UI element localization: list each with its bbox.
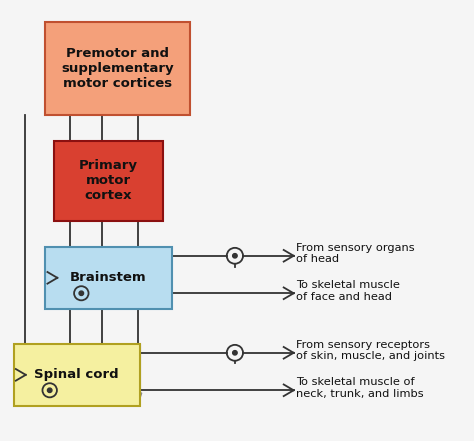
FancyBboxPatch shape	[54, 141, 163, 220]
FancyBboxPatch shape	[45, 247, 172, 309]
Circle shape	[233, 254, 237, 258]
Circle shape	[79, 291, 83, 295]
Text: From sensory receptors
of skin, muscle, and joints: From sensory receptors of skin, muscle, …	[296, 340, 445, 361]
Text: From sensory organs
of head: From sensory organs of head	[296, 243, 414, 264]
Polygon shape	[66, 296, 74, 308]
Text: Premotor and
supplementary
motor cortices: Premotor and supplementary motor cortice…	[61, 47, 174, 90]
Text: To skeletal muscle
of face and head: To skeletal muscle of face and head	[296, 280, 400, 302]
Polygon shape	[21, 393, 29, 405]
Text: To skeletal muscle of
neck, trunk, and limbs: To skeletal muscle of neck, trunk, and l…	[296, 377, 423, 399]
Polygon shape	[98, 393, 106, 405]
Polygon shape	[68, 344, 72, 393]
Polygon shape	[134, 393, 142, 405]
Polygon shape	[66, 393, 74, 405]
Text: Spinal cord: Spinal cord	[35, 368, 119, 381]
FancyBboxPatch shape	[14, 344, 140, 406]
Circle shape	[233, 351, 237, 355]
Polygon shape	[136, 344, 140, 393]
FancyBboxPatch shape	[45, 22, 190, 115]
Polygon shape	[100, 344, 103, 393]
Polygon shape	[68, 141, 72, 208]
Text: Primary
motor
cortex: Primary motor cortex	[79, 159, 138, 202]
Polygon shape	[98, 296, 106, 308]
Polygon shape	[23, 344, 27, 393]
Polygon shape	[66, 208, 74, 220]
Polygon shape	[68, 247, 72, 296]
Text: Brainstem: Brainstem	[70, 271, 147, 284]
Circle shape	[47, 388, 52, 392]
Polygon shape	[100, 247, 103, 296]
